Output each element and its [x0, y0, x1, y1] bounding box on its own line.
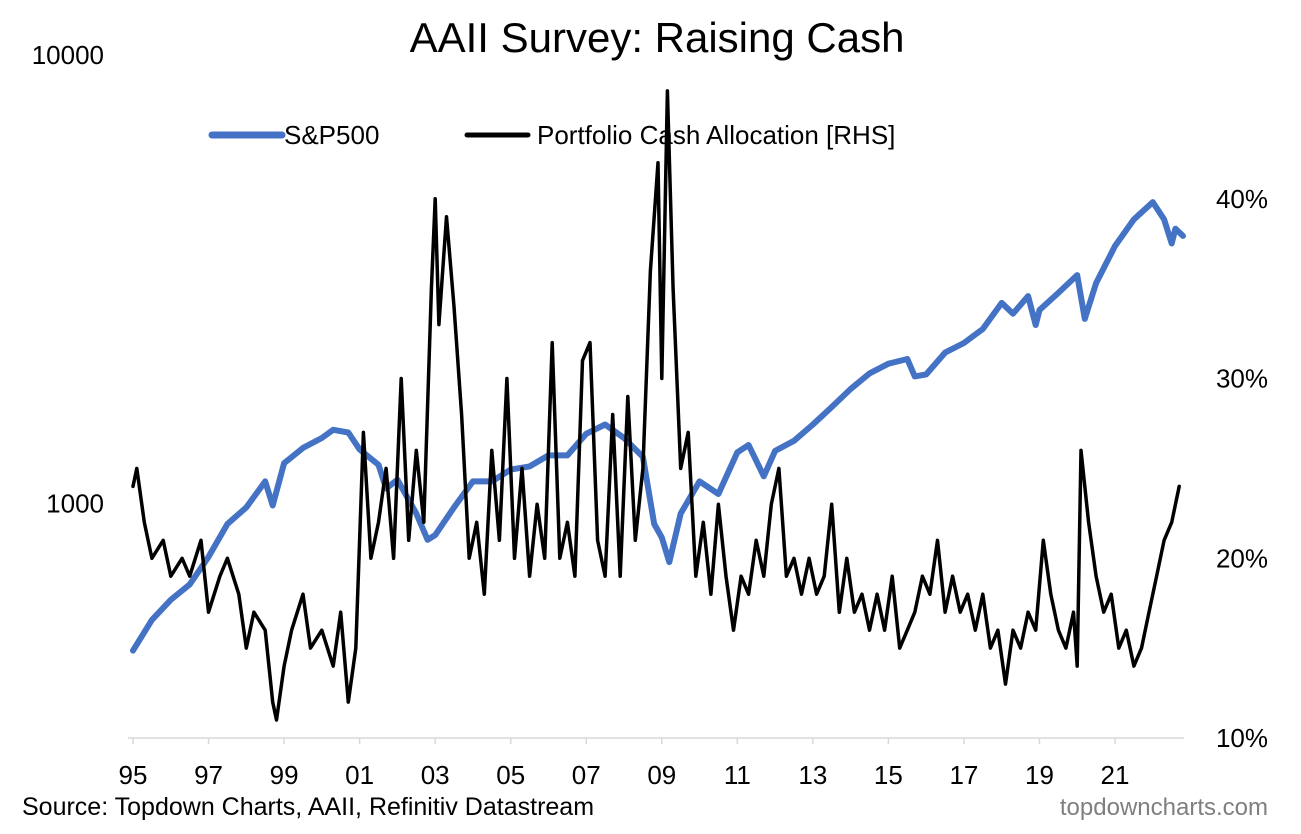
series-line-sp500 — [130, 199, 1186, 654]
x-axis: 95 97 99 01 03 05 07 09 11 13 15 17 19 21 — [119, 738, 1130, 790]
x-tick-label: 03 — [421, 760, 450, 790]
chart-title: AAII Survey: Raising Cash — [410, 14, 905, 61]
left-tick-label: 1000 — [46, 488, 104, 518]
x-tick-label: 07 — [572, 760, 601, 790]
right-tick-label: 30% — [1216, 364, 1268, 394]
x-tick-label: 15 — [874, 760, 903, 790]
source-note: Source: Topdown Charts, AAII, Refinitiv … — [22, 793, 594, 821]
right-tick-label: 20% — [1216, 543, 1268, 573]
left-tick-label: 10000 — [32, 40, 104, 70]
x-tick-label: 21 — [1101, 760, 1130, 790]
legend-label-sp500: S&P500 — [284, 120, 379, 150]
x-tick-label: 99 — [270, 760, 299, 790]
right-tick-label: 40% — [1216, 184, 1268, 214]
legend: S&P500 Portfolio Cash Allocation [RHS] — [208, 120, 895, 150]
x-tick-label: 97 — [194, 760, 223, 790]
x-tick-label: 09 — [647, 760, 676, 790]
x-tick-label: 17 — [949, 760, 978, 790]
brand-watermark: topdowncharts.com — [1060, 794, 1268, 821]
x-tick-label: 95 — [119, 760, 148, 790]
x-tick-label: 01 — [345, 760, 374, 790]
x-tick-label: 13 — [798, 760, 827, 790]
legend-label-cash: Portfolio Cash Allocation [RHS] — [537, 120, 895, 150]
x-tick-label: 11 — [724, 760, 751, 790]
series-line-cash — [131, 89, 1181, 722]
x-tick-label: 19 — [1025, 760, 1054, 790]
x-tick-label: 05 — [496, 760, 525, 790]
left-axis: 1000 10000 — [32, 40, 104, 518]
right-axis: 10% 20% 30% 40% — [1216, 184, 1268, 753]
right-tick-label: 10% — [1216, 723, 1268, 753]
